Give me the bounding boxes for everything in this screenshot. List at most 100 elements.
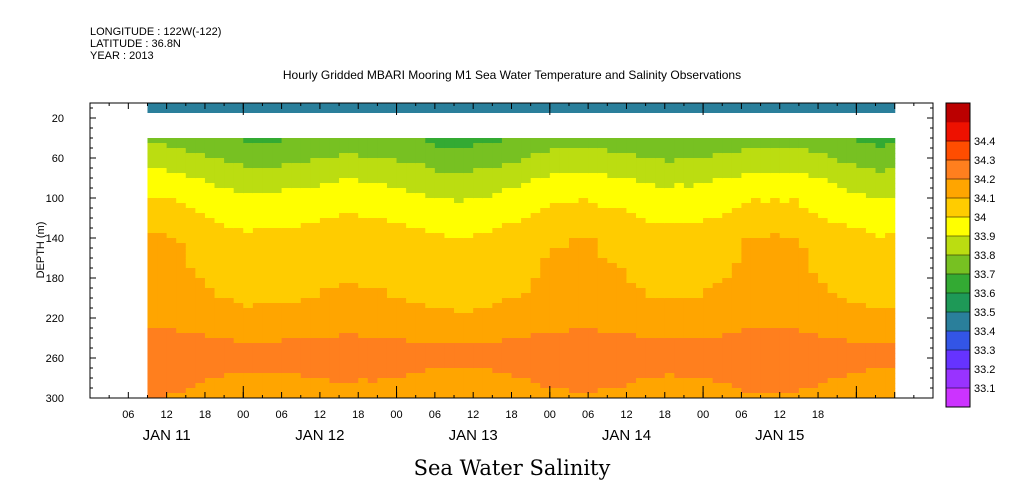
heat-cell — [367, 373, 378, 379]
heat-cell — [712, 193, 723, 199]
heat-cell — [750, 343, 762, 349]
heat-cell — [339, 158, 350, 164]
heat-cell — [377, 293, 388, 299]
heat-cell — [626, 258, 637, 264]
heat-cell — [568, 358, 580, 364]
x-hour-label: 00 — [390, 409, 402, 421]
heat-cell — [176, 338, 187, 344]
heat-cell — [885, 223, 896, 229]
heat-cell — [176, 233, 187, 239]
heat-cell — [578, 208, 589, 214]
heat-cell — [568, 263, 580, 269]
heat-cell — [319, 368, 331, 374]
heat-cell — [607, 143, 618, 149]
heat-cell — [233, 223, 244, 229]
heat-cell — [157, 278, 168, 284]
heat-cell — [626, 358, 637, 364]
heat-cell — [885, 243, 896, 249]
heat-cell — [329, 373, 340, 379]
heat-cell — [837, 198, 848, 204]
heat-cell — [750, 103, 762, 113]
heat-cell — [463, 173, 474, 179]
heat-cell — [588, 173, 599, 179]
heat-cell — [645, 253, 656, 259]
heat-cell — [339, 303, 350, 309]
heat-cell — [214, 213, 225, 219]
heat-cell — [358, 373, 369, 379]
heat-cell — [358, 383, 369, 389]
heat-cell — [731, 198, 743, 204]
heat-cell — [157, 333, 168, 339]
heat-cell — [559, 163, 570, 169]
heat-cell — [329, 178, 340, 184]
heat-cell — [693, 253, 704, 259]
heat-cell — [262, 138, 273, 144]
heat-cell — [530, 338, 541, 344]
heat-cell — [779, 228, 790, 234]
heat-cell — [204, 238, 216, 244]
heat-cell — [741, 178, 752, 184]
heat-cell — [243, 163, 254, 169]
heat-cell — [454, 323, 465, 329]
colorbar-swatch — [946, 388, 970, 408]
heat-cell — [731, 188, 743, 194]
heat-cell — [597, 273, 608, 279]
heat-cell — [492, 368, 503, 374]
heat-cell — [885, 273, 896, 279]
heat-cell — [454, 168, 465, 174]
heat-cell — [770, 208, 781, 214]
heat-cell — [252, 278, 264, 284]
heat-cell — [463, 393, 474, 398]
heat-cell — [185, 373, 196, 379]
heat-cell — [511, 358, 522, 364]
heat-cell — [616, 333, 628, 339]
heat-cell — [885, 163, 896, 169]
heat-cell — [798, 253, 810, 259]
heat-cell — [272, 333, 283, 339]
heat-cell — [588, 273, 599, 279]
heat-cell — [367, 188, 378, 194]
heat-cell — [329, 298, 340, 304]
heat-cell — [214, 393, 225, 398]
heat-cell — [636, 233, 647, 239]
heat-cell — [291, 158, 302, 164]
heat-cell — [482, 238, 493, 244]
heat-cell — [789, 158, 800, 164]
heat-cell — [731, 293, 743, 299]
heat-cell — [885, 233, 896, 239]
heat-cell — [626, 218, 637, 224]
heat-cell — [195, 243, 206, 249]
heat-cell — [406, 198, 417, 204]
heat-cell — [501, 303, 513, 309]
heat-cell — [568, 293, 580, 299]
heat-cell — [559, 258, 570, 264]
heat-cell — [693, 338, 704, 344]
heat-cell — [444, 218, 455, 224]
heat-cell — [224, 138, 235, 144]
heat-cell — [511, 393, 522, 398]
heat-cell — [195, 368, 206, 374]
heat-cell — [885, 393, 896, 398]
heat-cell — [712, 203, 723, 209]
heat-cell — [329, 183, 340, 189]
heat-cell — [147, 383, 158, 389]
heat-cell — [616, 328, 628, 334]
heat-cell — [463, 203, 474, 209]
heat-cell — [214, 278, 225, 284]
heat-cell — [243, 343, 254, 349]
heat-cell — [262, 273, 273, 279]
heat-cell — [540, 268, 551, 274]
heat-cell — [664, 103, 675, 113]
heat-cell — [444, 393, 455, 398]
heat-cell — [837, 348, 848, 354]
heat-cell — [367, 323, 378, 329]
heat-cell — [875, 218, 886, 224]
heat-cell — [597, 388, 608, 394]
heat-cell — [511, 373, 522, 379]
heat-cell — [415, 313, 426, 319]
heat-cell — [588, 373, 599, 379]
heat-cell — [597, 208, 608, 214]
heat-cell — [693, 353, 704, 359]
heat-cell — [252, 358, 264, 364]
heat-cell — [616, 373, 628, 379]
